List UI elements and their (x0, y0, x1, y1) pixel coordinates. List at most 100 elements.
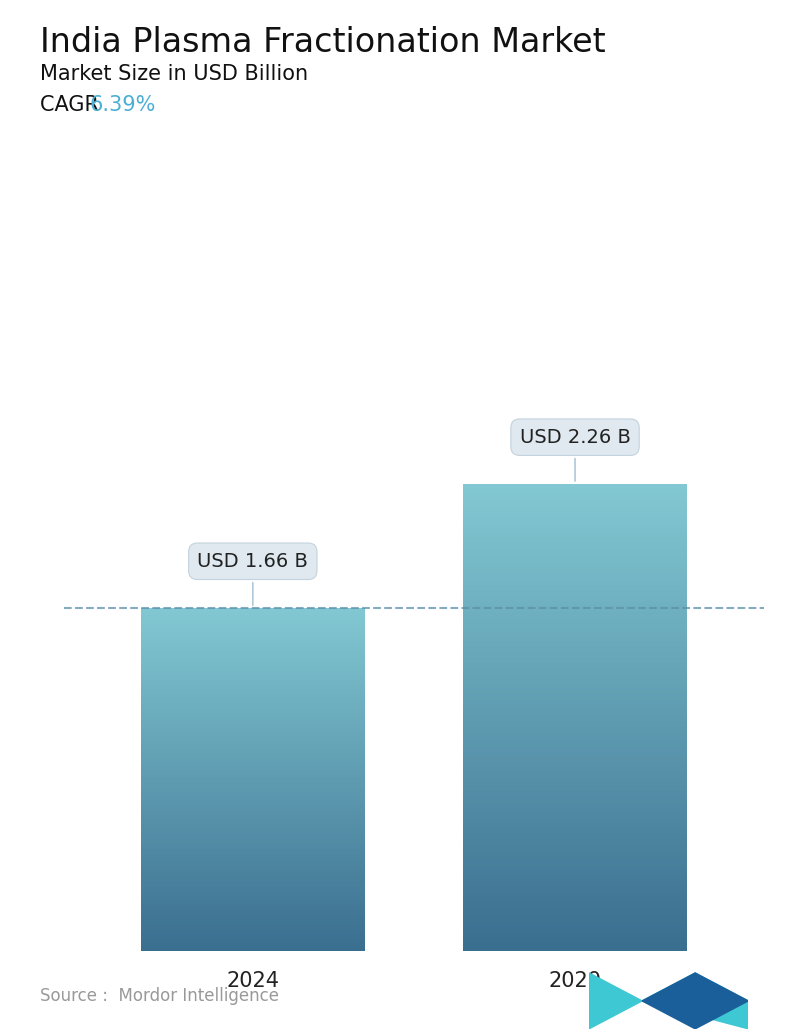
Bar (141, 719, 365, 720)
Bar (463, 691, 687, 693)
Bar (141, 627, 365, 628)
Bar (463, 764, 687, 766)
Bar (463, 939, 687, 940)
Bar (141, 814, 365, 815)
Bar (463, 514, 687, 515)
Bar (463, 625, 687, 626)
Bar (141, 764, 365, 765)
Bar (463, 649, 687, 650)
Bar (141, 802, 365, 803)
Bar (141, 791, 365, 792)
Bar (463, 823, 687, 825)
Bar (141, 749, 365, 750)
Bar (463, 548, 687, 549)
Bar (141, 652, 365, 653)
Bar (141, 844, 365, 845)
Bar (463, 675, 687, 677)
Bar (141, 858, 365, 859)
Bar (463, 859, 687, 861)
Bar (141, 722, 365, 723)
Bar (141, 821, 365, 822)
Bar (141, 856, 365, 857)
Bar (141, 713, 365, 714)
Bar (141, 758, 365, 759)
Bar (463, 945, 687, 946)
Bar (463, 678, 687, 680)
Bar (463, 615, 687, 616)
Bar (141, 653, 365, 655)
Bar (141, 932, 365, 933)
Bar (463, 826, 687, 828)
Bar (463, 896, 687, 899)
Bar (141, 889, 365, 890)
Bar (463, 505, 687, 506)
Bar (141, 714, 365, 716)
Bar (463, 635, 687, 637)
Bar (141, 641, 365, 642)
Bar (141, 687, 365, 688)
Text: 6.39%: 6.39% (89, 95, 155, 115)
Bar (141, 907, 365, 908)
Bar (141, 693, 365, 694)
Bar (463, 599, 687, 601)
Bar (141, 634, 365, 636)
Bar (463, 742, 687, 744)
Bar (463, 820, 687, 822)
Bar (141, 762, 365, 764)
Bar (463, 773, 687, 776)
Bar (141, 720, 365, 722)
Bar (141, 610, 365, 611)
Bar (141, 666, 365, 668)
Bar (463, 881, 687, 883)
Bar (141, 743, 365, 744)
Bar (463, 783, 687, 785)
Bar (463, 660, 687, 662)
Bar (141, 888, 365, 889)
Bar (141, 757, 365, 758)
Bar (463, 791, 687, 792)
Bar (141, 787, 365, 788)
Bar (463, 780, 687, 782)
Text: USD 2.26 B: USD 2.26 B (520, 428, 630, 481)
Bar (463, 631, 687, 632)
Bar (141, 885, 365, 886)
Bar (141, 902, 365, 904)
Bar (463, 727, 687, 729)
Bar (463, 644, 687, 646)
Bar (141, 911, 365, 912)
Bar (463, 875, 687, 877)
Bar (141, 651, 365, 652)
Bar (141, 853, 365, 854)
Bar (141, 620, 365, 621)
Bar (141, 921, 365, 922)
Bar (463, 530, 687, 533)
Bar (141, 658, 365, 659)
Bar (141, 868, 365, 869)
Bar (141, 676, 365, 678)
Bar (463, 739, 687, 741)
Bar (141, 672, 365, 673)
Bar (141, 908, 365, 909)
Bar (141, 694, 365, 695)
Bar (141, 863, 365, 864)
Bar (463, 595, 687, 596)
Bar (141, 744, 365, 746)
Bar (463, 908, 687, 909)
Bar (463, 666, 687, 668)
Bar (463, 613, 687, 615)
Bar (141, 931, 365, 932)
Bar (463, 534, 687, 536)
Bar (141, 919, 365, 920)
Bar (463, 804, 687, 807)
Bar (463, 527, 687, 529)
Bar (463, 718, 687, 720)
Bar (141, 750, 365, 751)
Bar (463, 782, 687, 783)
Bar (141, 769, 365, 770)
Bar (463, 612, 687, 613)
Bar (141, 736, 365, 737)
Bar (463, 729, 687, 730)
Bar (141, 663, 365, 664)
Bar (463, 772, 687, 773)
Bar (463, 744, 687, 746)
